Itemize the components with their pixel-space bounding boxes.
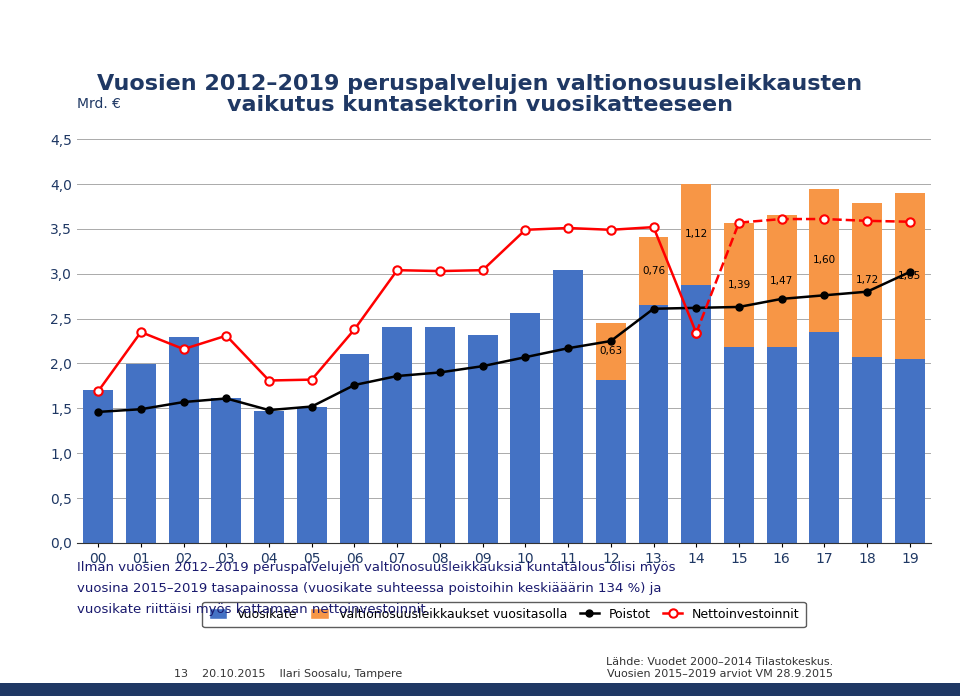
Poistot xyxy=(819,291,830,299)
Bar xyxy=(596,323,626,379)
Poistot xyxy=(648,305,660,313)
Text: vaikutus kuntasektorin vuosikatteeseen: vaikutus kuntasektorin vuosikatteeseen xyxy=(227,95,733,115)
Bar xyxy=(638,237,668,305)
Bar xyxy=(169,338,199,543)
Poistot xyxy=(135,405,147,413)
Bar xyxy=(895,193,924,359)
Poistot xyxy=(519,353,531,361)
Poistot xyxy=(563,344,574,352)
Poistot xyxy=(434,368,445,377)
Bar xyxy=(682,184,711,285)
Bar xyxy=(297,406,326,543)
Bar xyxy=(638,305,668,543)
Text: 1,85: 1,85 xyxy=(899,271,922,281)
Text: 1,47: 1,47 xyxy=(770,276,793,286)
Poistot xyxy=(776,294,787,303)
Poistot xyxy=(861,287,873,296)
Text: 13    20.10.2015    Ilari Soosalu, Tampere: 13 20.10.2015 Ilari Soosalu, Tampere xyxy=(174,669,402,679)
Text: vuosikate riittäisi myös kattamaan nettoinvestoinnit.: vuosikate riittäisi myös kattamaan netto… xyxy=(77,603,429,616)
Bar xyxy=(126,365,156,543)
Text: Ilman vuosien 2012–2019 peruspalvelujen valtionosuusleikkauksia kuntatalous olis: Ilman vuosien 2012–2019 peruspalvelujen … xyxy=(77,561,675,574)
Poistot xyxy=(605,337,616,345)
Text: 1,60: 1,60 xyxy=(813,255,836,265)
Bar xyxy=(852,203,882,357)
Poistot xyxy=(178,398,189,406)
Bar xyxy=(425,326,455,543)
Bar xyxy=(340,354,370,543)
Text: Lähde: Vuodet 2000–2014 Tilastokeskus.
Vuosien 2015–2019 arviot VM 28.9.2015: Lähde: Vuodet 2000–2014 Tilastokeskus. V… xyxy=(607,657,833,679)
Text: 0,63: 0,63 xyxy=(599,347,622,356)
Bar xyxy=(211,398,241,543)
Bar xyxy=(511,313,540,543)
Poistot xyxy=(733,303,745,311)
Text: 1,39: 1,39 xyxy=(728,280,751,290)
Text: 0,76: 0,76 xyxy=(642,266,665,276)
Bar xyxy=(809,189,839,332)
Poistot xyxy=(92,408,104,416)
Poistot xyxy=(306,402,318,411)
Bar xyxy=(767,347,797,543)
Poistot xyxy=(263,406,275,414)
Line: Poistot: Poistot xyxy=(95,269,913,416)
Bar xyxy=(468,335,497,543)
Text: Vuosien 2012–2019 peruspalvelujen valtionosuusleikkausten: Vuosien 2012–2019 peruspalvelujen valtio… xyxy=(97,74,863,94)
Poistot xyxy=(690,303,702,312)
Bar xyxy=(809,332,839,543)
Bar xyxy=(382,326,412,543)
Bar xyxy=(553,270,583,543)
Poistot xyxy=(221,394,232,402)
Poistot xyxy=(904,268,916,276)
Poistot xyxy=(477,362,489,370)
Bar xyxy=(895,359,924,543)
Bar xyxy=(724,347,754,543)
Text: 1,72: 1,72 xyxy=(855,275,878,285)
Legend: Vuosikate, Valtionosuusleikkaukset vuositasolla, Poistot, Nettoinvestoinnit: Vuosikate, Valtionosuusleikkaukset vuosi… xyxy=(203,601,805,627)
Bar xyxy=(852,357,882,543)
Text: 1,12: 1,12 xyxy=(684,229,708,239)
Bar xyxy=(254,411,284,543)
Bar xyxy=(724,223,754,347)
Poistot xyxy=(348,381,360,389)
Text: vuosina 2015–2019 tasapainossa (vuosikate suhteessa poistoihin keskiääärin 134 %: vuosina 2015–2019 tasapainossa (vuosikat… xyxy=(77,582,661,595)
Poistot xyxy=(392,372,403,380)
Bar xyxy=(767,216,797,347)
Bar xyxy=(682,285,711,543)
Bar xyxy=(596,379,626,543)
Bar xyxy=(84,390,113,543)
Text: Mrd. €: Mrd. € xyxy=(77,97,121,111)
